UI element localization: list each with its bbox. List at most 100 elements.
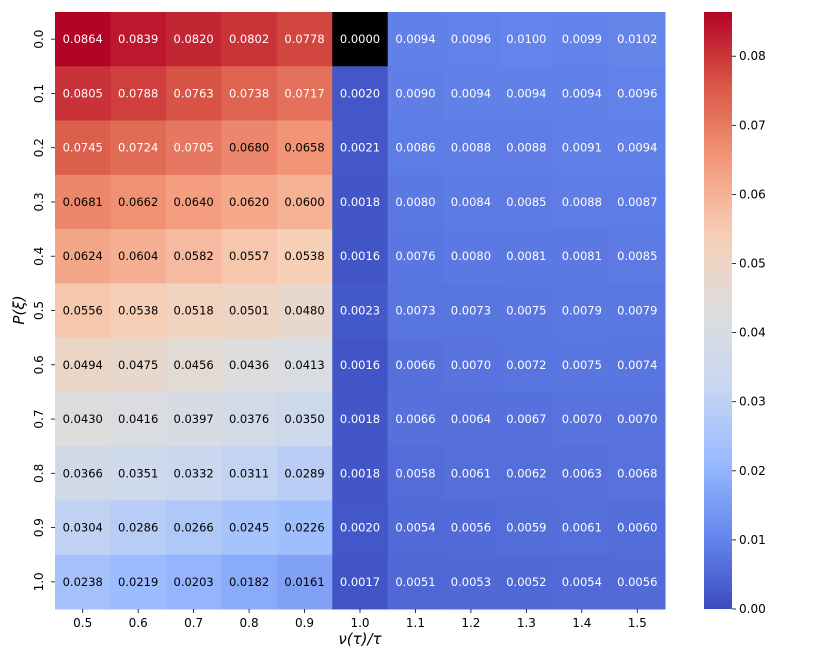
cell-value-label: 0.0056 bbox=[617, 575, 657, 589]
heatmap-cell bbox=[609, 120, 666, 176]
heatmap-cell bbox=[332, 229, 389, 284]
y-tick-label: 0.7 bbox=[32, 409, 46, 428]
cell-value-label: 0.0059 bbox=[506, 521, 546, 535]
cell-value-label: 0.0557 bbox=[229, 249, 269, 263]
heatmap-cell bbox=[609, 500, 666, 556]
heatmap-cell bbox=[332, 500, 389, 556]
cell-value-label: 0.0060 bbox=[617, 521, 657, 535]
cell-value-label: 0.0182 bbox=[229, 575, 269, 589]
cell-value-label: 0.0094 bbox=[506, 86, 546, 100]
heatmap-cell bbox=[221, 174, 278, 230]
heatmap-cell bbox=[165, 174, 222, 230]
heatmap-cell bbox=[387, 12, 444, 67]
heatmap-cell bbox=[165, 446, 222, 501]
x-tick-label: 1.3 bbox=[517, 616, 536, 630]
heatmap-cell bbox=[443, 500, 500, 556]
heatmap-cell bbox=[387, 66, 444, 122]
cell-value-label: 0.0788 bbox=[118, 86, 158, 100]
heatmap-cell bbox=[609, 12, 666, 67]
x-tick-label: 1.2 bbox=[461, 616, 480, 630]
heatmap-cell bbox=[276, 229, 333, 284]
colorbar-tick-label: 0.04 bbox=[739, 326, 766, 340]
cell-value-label: 0.0604 bbox=[118, 249, 158, 263]
heatmap-cell bbox=[387, 174, 444, 230]
heatmap-cell bbox=[554, 12, 611, 67]
cell-value-label: 0.0416 bbox=[118, 412, 158, 426]
heatmap-cell bbox=[276, 554, 333, 610]
heatmap-cell bbox=[498, 229, 555, 284]
heatmap-cell bbox=[443, 120, 500, 176]
cell-value-label: 0.0538 bbox=[118, 304, 158, 318]
cell-value-label: 0.0066 bbox=[395, 358, 435, 372]
heatmap-cell bbox=[55, 337, 111, 393]
heatmap-cell bbox=[276, 12, 333, 67]
heatmap-cell bbox=[443, 229, 500, 284]
heatmap-cell bbox=[332, 391, 389, 447]
x-axis-ticks: 0.5 0.6 0.7 0.8 0.9 1.0 1.1 1.2 1.3 1.4 1.5 bbox=[73, 609, 647, 630]
cell-value-label: 0.0376 bbox=[229, 412, 269, 426]
cell-value-label: 0.0494 bbox=[63, 358, 103, 372]
heatmap-cell bbox=[55, 500, 111, 556]
heatmap-cell bbox=[55, 391, 111, 447]
cell-value-label: 0.0717 bbox=[284, 86, 324, 100]
heatmap-cell bbox=[276, 500, 333, 556]
heatmap-cell bbox=[165, 337, 222, 393]
heatmap-cell bbox=[165, 500, 222, 556]
heatmap-cell bbox=[221, 500, 278, 556]
heatmap-cell bbox=[387, 391, 444, 447]
heatmap-cell bbox=[110, 229, 167, 284]
y-tick-label: 0.8 bbox=[32, 464, 46, 483]
cell-value-label: 0.0778 bbox=[284, 32, 324, 46]
cell-value-label: 0.0016 bbox=[340, 358, 380, 372]
y-tick-label: 0.5 bbox=[32, 301, 46, 320]
colorbar-tick-label: 0.03 bbox=[739, 395, 766, 409]
cell-value-label: 0.0350 bbox=[284, 412, 324, 426]
heatmap-cell bbox=[332, 554, 389, 610]
heatmap-cell bbox=[554, 229, 611, 284]
cell-value-label: 0.0054 bbox=[395, 521, 435, 535]
heatmap-cell bbox=[276, 337, 333, 393]
cell-value-label: 0.0053 bbox=[451, 575, 491, 589]
heatmap-cell bbox=[554, 66, 611, 122]
x-tick-label: 0.6 bbox=[129, 616, 148, 630]
cell-value-label: 0.0076 bbox=[395, 249, 435, 263]
heatmap-cells bbox=[55, 12, 666, 610]
cell-value-label: 0.0094 bbox=[617, 141, 657, 155]
cell-value-label: 0.0094 bbox=[451, 86, 491, 100]
cell-value-label: 0.0091 bbox=[562, 141, 602, 155]
cell-value-label: 0.0820 bbox=[174, 32, 214, 46]
y-tick-label: 0.6 bbox=[32, 355, 46, 374]
heatmap-cell bbox=[165, 12, 222, 67]
heatmap-cell bbox=[443, 283, 500, 339]
heatmap-cell bbox=[165, 283, 222, 339]
cell-value-label: 0.0658 bbox=[284, 141, 324, 155]
cell-value-label: 0.0680 bbox=[229, 141, 269, 155]
heatmap-cell bbox=[276, 66, 333, 122]
heatmap-cell bbox=[55, 174, 111, 230]
heatmap-cell bbox=[498, 174, 555, 230]
heatmap-cell bbox=[110, 446, 167, 501]
heatmap-cell bbox=[55, 554, 111, 610]
heatmap-cell bbox=[221, 12, 278, 67]
colorbar-tick-label: 0.01 bbox=[739, 533, 766, 547]
heatmap-cell bbox=[221, 283, 278, 339]
colorbar-tick-label: 0.06 bbox=[739, 187, 766, 201]
heatmap-cell bbox=[498, 446, 555, 501]
cell-value-label: 0.0839 bbox=[118, 32, 158, 46]
heatmap-cell bbox=[387, 283, 444, 339]
y-tick-label: 0.2 bbox=[32, 138, 46, 157]
cell-value-label: 0.0020 bbox=[340, 86, 380, 100]
heatmap-cell bbox=[165, 391, 222, 447]
cell-value-label: 0.0079 bbox=[617, 304, 657, 318]
y-tick-label: 0.9 bbox=[32, 518, 46, 537]
heatmap-cell bbox=[609, 391, 666, 447]
heatmap-cell bbox=[609, 283, 666, 339]
cell-value-label: 0.0351 bbox=[118, 466, 158, 480]
heatmap-cell bbox=[110, 391, 167, 447]
heatmap-cell bbox=[554, 174, 611, 230]
heatmap-cell bbox=[276, 120, 333, 176]
heatmap-cell bbox=[221, 446, 278, 501]
heatmap-cell bbox=[609, 229, 666, 284]
cell-value-label: 0.0430 bbox=[63, 412, 103, 426]
